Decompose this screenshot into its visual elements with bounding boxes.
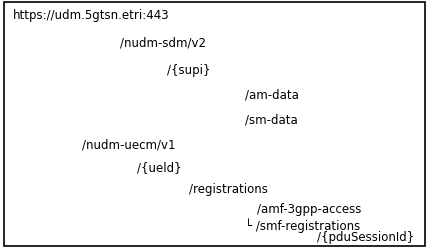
Text: /{ueld}: /{ueld}	[137, 161, 182, 174]
Text: /{supi}: /{supi}	[167, 64, 211, 77]
Text: └ /smf-registrations: └ /smf-registrations	[245, 218, 360, 233]
Text: /registrations: /registrations	[189, 183, 268, 196]
Text: /{pduSessionId}: /{pduSessionId}	[317, 231, 415, 244]
Text: /amf-3gpp-access: /amf-3gpp-access	[257, 203, 362, 216]
Text: https://udm.5gtsn.etri:443: https://udm.5gtsn.etri:443	[13, 9, 169, 22]
Text: /nudm-sdm/v2: /nudm-sdm/v2	[120, 37, 206, 50]
Text: /sm-data: /sm-data	[245, 114, 297, 126]
Text: /am-data: /am-data	[245, 89, 299, 102]
Text: /nudm-uecm/v1: /nudm-uecm/v1	[82, 138, 175, 151]
